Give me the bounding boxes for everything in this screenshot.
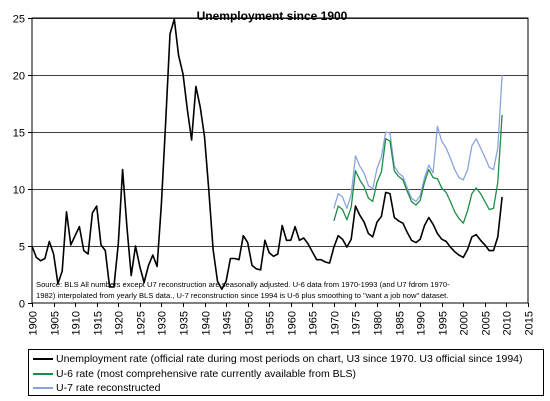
series-line-u6-rate: [333, 114, 503, 224]
legend-item-u6-rate: U-6 rate (most comprehensive rate curren…: [33, 367, 356, 381]
legend: Unemployment rate (official rate during …: [28, 349, 544, 396]
x-tick-label-1935: 1935: [179, 311, 191, 335]
y-tick-label-0: 0: [19, 299, 25, 311]
x-tick-label-1970: 1970: [330, 311, 342, 335]
x-tick-label-1960: 1960: [287, 311, 299, 335]
x-tick-label-2015: 2015: [524, 311, 536, 335]
y-tick-label-25: 25: [13, 14, 25, 26]
x-tick-label-2010: 2010: [502, 311, 514, 335]
y-tick-label-5: 5: [19, 242, 25, 254]
legend-swatch-u7-rate: [33, 387, 53, 389]
series-line-unemployment-rate: [31, 18, 503, 291]
source-annotation-line: Source: BLS All numbers except U7 recons…: [36, 280, 450, 289]
x-tick-label-1990: 1990: [416, 311, 428, 335]
legend-swatch-unemployment-rate: [33, 358, 53, 360]
x-tick-label-1910: 1910: [71, 311, 83, 335]
x-tick-label-1925: 1925: [136, 311, 148, 335]
x-tick-label-1955: 1955: [265, 311, 277, 335]
x-tick-label-1980: 1980: [373, 311, 385, 335]
series-lines: [31, 18, 503, 291]
series-line-u7-rate: [333, 74, 503, 210]
y-tick-label-10: 10: [13, 185, 25, 197]
legend-label-u6-rate: U-6 rate (most comprehensive rate curren…: [56, 368, 356, 380]
x-tick-label-1950: 1950: [244, 311, 256, 335]
x-tick-label-2000: 2000: [459, 311, 471, 335]
x-tick-label-1965: 1965: [308, 311, 320, 335]
x-tick-label-1975: 1975: [351, 311, 363, 335]
source-annotation-line: 1982) interpolated from yearly BLS data.…: [36, 291, 448, 300]
x-tick-label-1940: 1940: [201, 311, 213, 335]
chart-title: Unemployment since 1900: [197, 9, 348, 23]
x-tick-label-1900: 1900: [28, 311, 40, 335]
legend-item-unemployment-rate: Unemployment rate (official rate during …: [33, 352, 523, 366]
legend-label-u7-rate: U-7 rate reconstructed: [56, 382, 161, 394]
legend-label-unemployment-rate: Unemployment rate (official rate during …: [56, 353, 523, 365]
gridlines: [32, 18, 528, 247]
plot-area: [31, 17, 529, 304]
y-tick-label-15: 15: [13, 128, 25, 140]
x-tick-label-1920: 1920: [114, 311, 126, 335]
y-tick-label-20: 20: [13, 71, 25, 83]
y-axis: 0 5 10 15 20 25: [13, 14, 32, 311]
x-tick-label-1985: 1985: [395, 311, 407, 335]
legend-item-u7-rate: U-7 rate reconstructed: [33, 381, 160, 395]
x-tick-label-1905: 1905: [50, 311, 62, 335]
x-tick-label-1995: 1995: [438, 311, 450, 335]
x-tick-label-1930: 1930: [157, 311, 169, 335]
plot-border: [31, 17, 529, 304]
x-tick-label-1945: 1945: [222, 311, 234, 335]
x-axis: 1900 1905 1910 1915 1920 1925 1930 1935 1940 1945…: [28, 303, 536, 335]
x-tick-label-2005: 2005: [481, 311, 493, 335]
source-annotation: Source: BLS All numbers except U7 recons…: [36, 280, 450, 300]
x-tick-label-1915: 1915: [93, 311, 105, 335]
legend-swatch-u6-rate: [33, 373, 53, 375]
